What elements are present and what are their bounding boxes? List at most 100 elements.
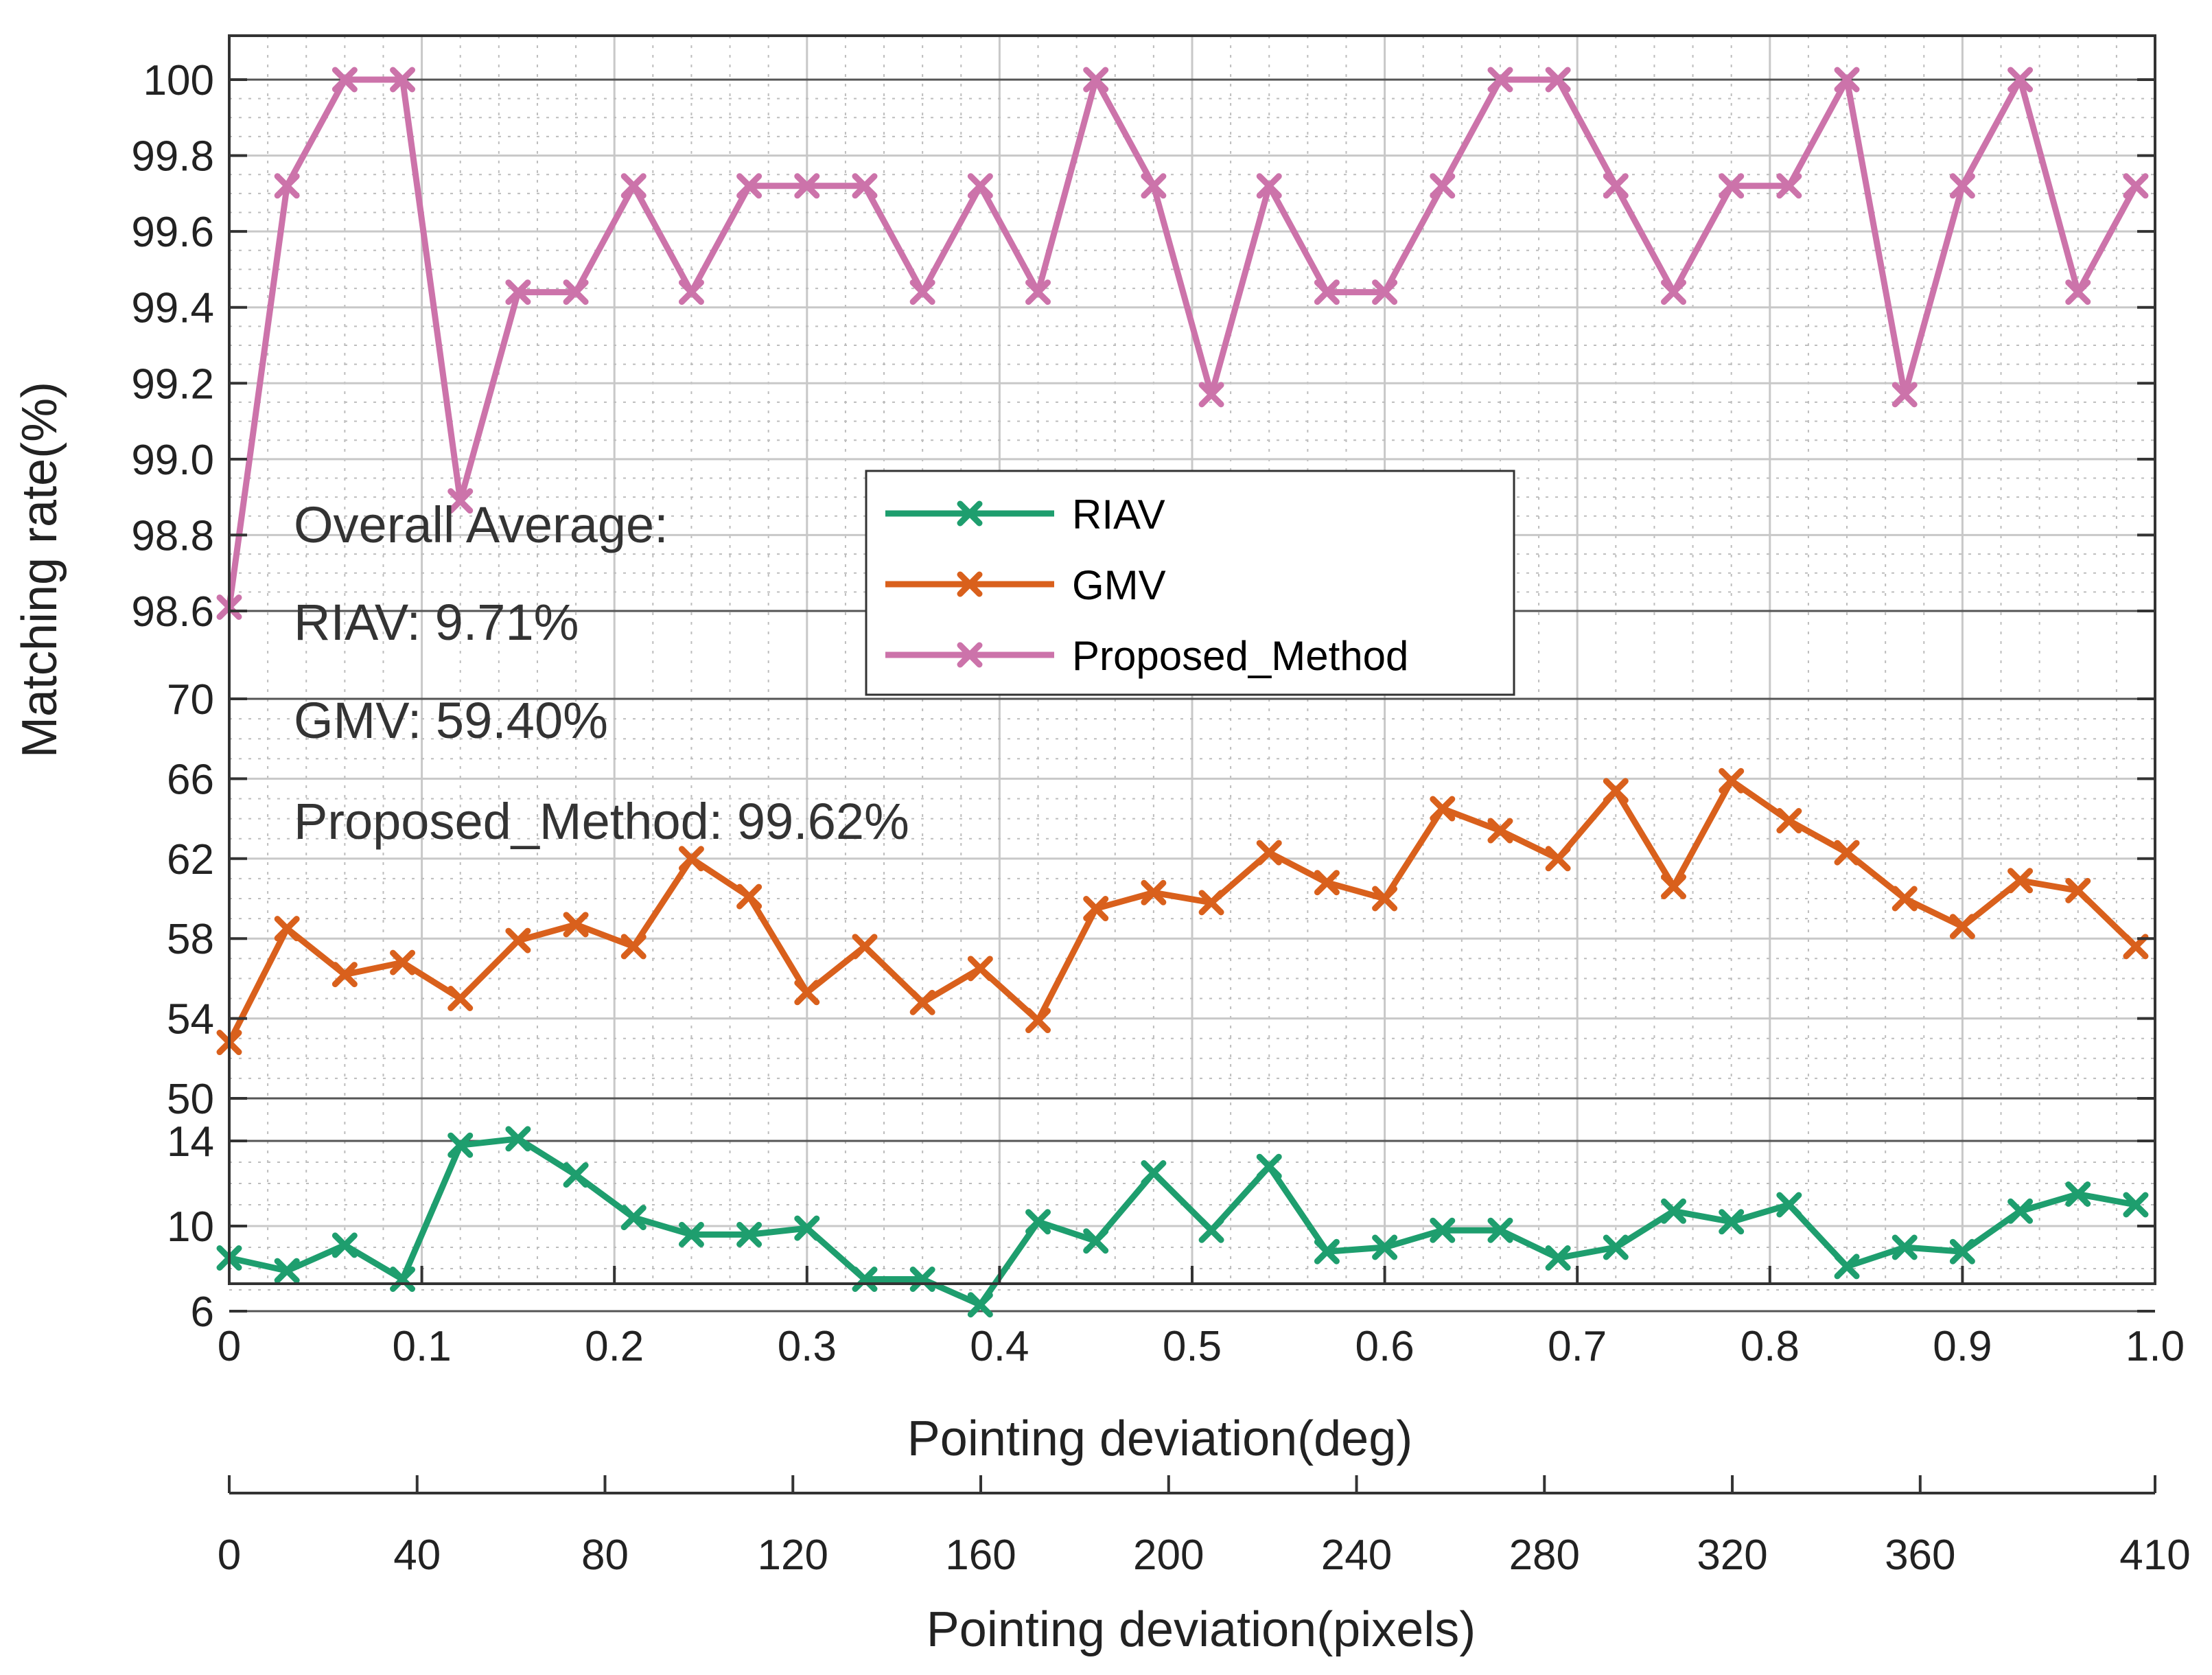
series-line-gmv (226, 777, 2139, 1044)
point-proposed-method (1198, 382, 1224, 408)
point-gmv (678, 846, 704, 872)
point-gmv (1487, 818, 1513, 844)
y-tick-label: 14 (167, 1118, 214, 1166)
x-ticks: 0 0.1 0.2 0.3 0.4 0.5 0.6 0.7 0.8 0.9 1.0 (218, 1266, 2185, 1370)
point-gmv (505, 927, 531, 954)
point-gmv (1372, 886, 1398, 912)
point-gmv (331, 962, 358, 988)
annotation-proposed: Proposed_Method: 99.62% (294, 793, 909, 850)
legend-label-gmv: GMV (1072, 562, 1166, 608)
y-tick-label: 98.6 (131, 588, 214, 636)
y-tick-label: 62 (167, 836, 214, 883)
point-riav (2007, 1198, 2034, 1224)
point-gmv (794, 980, 820, 1006)
series-proposed-method (216, 67, 2149, 620)
legend: RIAV GMV Proposed_Method (865, 470, 1515, 696)
point-proposed-method (1314, 279, 1340, 305)
y-tick-label: 99.2 (131, 360, 214, 408)
legend-marker-gmv (957, 571, 983, 597)
y-tick-label: 99.6 (131, 209, 214, 256)
point-gmv (390, 949, 416, 975)
y-tick-label: 58 (167, 916, 214, 963)
point-riav (736, 1221, 762, 1247)
x-tick-label: 0.7 (1548, 1323, 1607, 1370)
y-tick-label: 99.0 (131, 437, 214, 484)
annotation-heading: Overall Average: (294, 496, 668, 553)
x2-tick-label: 200 (1133, 1532, 1204, 1579)
point-proposed-method (2007, 67, 2034, 93)
series-gmv (216, 767, 2149, 1056)
point-gmv (2065, 877, 2091, 903)
point-gmv (1083, 896, 1109, 922)
point-gmv (1314, 870, 1340, 896)
point-proposed-method (1661, 279, 1686, 305)
point-gmv (1256, 840, 1282, 866)
x-tick-label: 0.3 (778, 1323, 837, 1370)
point-riav (1256, 1153, 1282, 1179)
point-proposed-method (1141, 173, 1167, 199)
point-proposed-method (794, 173, 820, 199)
x2-tick-label: 0 (218, 1532, 241, 1579)
point-proposed-method (1256, 173, 1282, 199)
point-riav (1661, 1198, 1686, 1224)
point-gmv (620, 934, 647, 960)
point-gmv (447, 986, 474, 1011)
point-riav (1430, 1217, 1456, 1243)
point-riav (2123, 1192, 2149, 1218)
y-tick-label: 99.4 (131, 285, 214, 332)
y-ticks: 98.6 98.8 99.0 99.2 99.4 99.6 99.8 100 50 54 58 62 6… (131, 57, 2155, 1336)
point-proposed-method (1487, 67, 1513, 93)
point-riav (505, 1126, 531, 1152)
point-gmv (1025, 1008, 1051, 1034)
y-tick-label: 6 (191, 1289, 214, 1336)
legend-marker-proposed-method (957, 642, 983, 668)
point-proposed-method (447, 488, 474, 514)
point-proposed-method (331, 67, 358, 93)
point-riav (1891, 1234, 1918, 1260)
point-riav (1603, 1234, 1629, 1260)
x-tick-label: 0.5 (1163, 1323, 1222, 1370)
point-proposed-method (1949, 173, 1975, 199)
point-gmv (967, 956, 993, 982)
point-riav (1487, 1217, 1513, 1243)
x-tick-label: 1.0 (2126, 1323, 2185, 1370)
legend-item-gmv: GMV (885, 562, 1166, 608)
x-axis-title: Pointing deviation(deg) (907, 1411, 1413, 1466)
x-tick-label: 0 (218, 1323, 241, 1370)
series-lines (216, 67, 2149, 1318)
point-gmv (1834, 840, 1860, 866)
legend-item-riav: RIAV (885, 492, 1165, 538)
point-gmv (2123, 934, 2149, 960)
point-riav (852, 1267, 878, 1292)
point-riav (1025, 1209, 1051, 1235)
secondary-x-axis: 0 40 80 120 160 200 240 280 320 360 410 (218, 1475, 2191, 1579)
x2-tick-label: 160 (945, 1532, 1016, 1579)
point-gmv (1661, 874, 1686, 900)
point-proposed-method (390, 67, 416, 93)
point-gmv (1141, 879, 1167, 905)
point-proposed-method (1719, 173, 1745, 199)
point-riav (2065, 1181, 2091, 1207)
point-riav (1545, 1245, 1571, 1271)
point-riav (1083, 1228, 1109, 1254)
point-riav (331, 1232, 358, 1258)
x2-tick-label: 120 (758, 1532, 828, 1579)
point-proposed-method (1372, 279, 1398, 305)
x-tick-label: 0.9 (1933, 1323, 1992, 1370)
overall-average-annotation: Overall Average: RIAV: 9.71% GMV: 59.40%… (294, 496, 909, 850)
point-proposed-method (736, 173, 762, 199)
point-riav (794, 1215, 820, 1241)
x2-tick-label: 360 (1885, 1532, 1955, 1579)
point-gmv (1545, 846, 1571, 872)
series-line-riav (229, 1135, 2137, 1308)
x2-tick-label: 410 (2119, 1532, 2190, 1579)
y-tick-label: 98.8 (131, 512, 214, 559)
point-gmv (1891, 886, 1918, 912)
point-proposed-method (678, 279, 704, 305)
point-gmv (1603, 778, 1629, 804)
point-proposed-method (1430, 173, 1456, 199)
series-line-proposed-method (226, 76, 2139, 608)
point-gmv (563, 912, 589, 938)
point-gmv (2007, 868, 2034, 894)
x2-tick-label: 240 (1321, 1532, 1392, 1579)
